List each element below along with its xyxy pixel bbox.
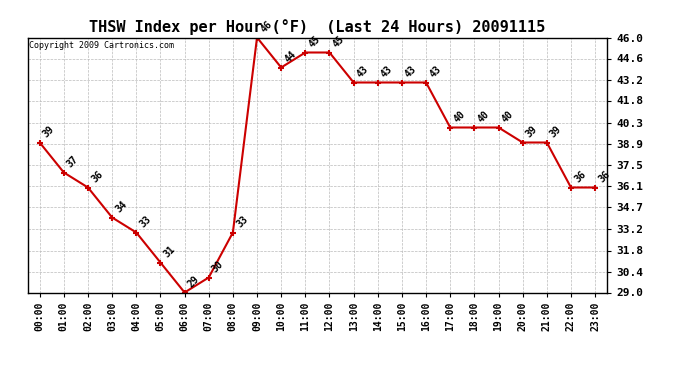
Text: 43: 43 (428, 64, 443, 80)
Text: 36: 36 (597, 170, 612, 185)
Text: 45: 45 (331, 34, 346, 50)
Text: 39: 39 (549, 124, 564, 140)
Text: 40: 40 (452, 110, 467, 125)
Text: 43: 43 (355, 64, 371, 80)
Text: 39: 39 (524, 124, 540, 140)
Text: 36: 36 (90, 170, 105, 185)
Text: 33: 33 (235, 214, 250, 230)
Text: 46: 46 (259, 20, 274, 35)
Title: THSW Index per Hour (°F)  (Last 24 Hours) 20091115: THSW Index per Hour (°F) (Last 24 Hours)… (89, 19, 546, 35)
Text: 34: 34 (114, 200, 129, 215)
Text: 36: 36 (573, 170, 588, 185)
Text: 40: 40 (500, 110, 515, 125)
Text: 29: 29 (186, 274, 201, 290)
Text: 43: 43 (380, 64, 395, 80)
Text: 37: 37 (66, 154, 81, 170)
Text: 33: 33 (138, 214, 153, 230)
Text: 43: 43 (404, 64, 419, 80)
Text: 39: 39 (41, 124, 57, 140)
Text: 30: 30 (210, 260, 226, 275)
Text: 45: 45 (307, 34, 322, 50)
Text: 31: 31 (162, 244, 177, 260)
Text: Copyright 2009 Cartronics.com: Copyright 2009 Cartronics.com (29, 41, 174, 50)
Text: 44: 44 (283, 50, 298, 65)
Text: 40: 40 (476, 110, 491, 125)
